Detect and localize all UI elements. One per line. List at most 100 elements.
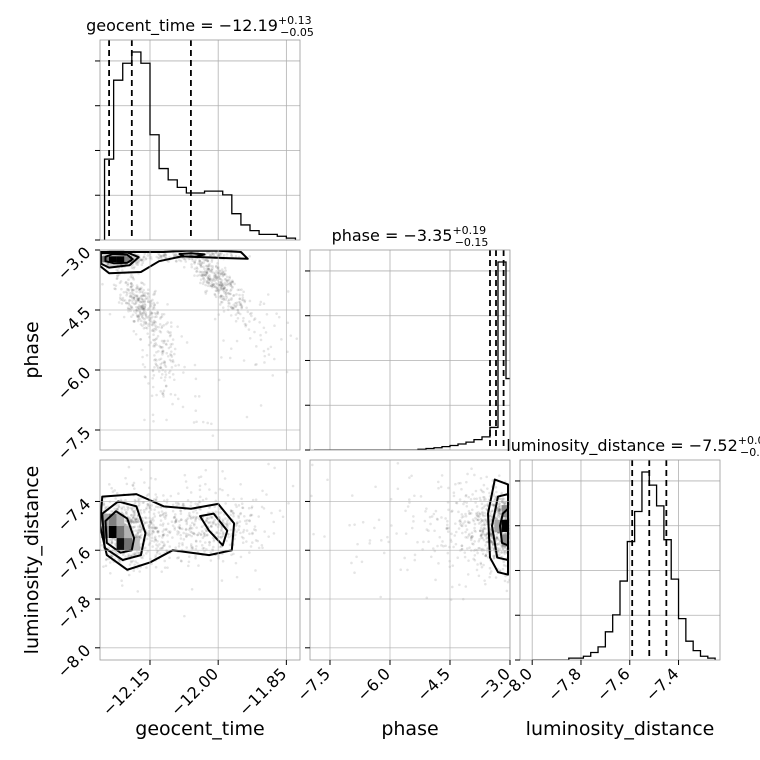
scatter-point [131,526,135,529]
scatter-point [516,567,519,570]
scatter-point [202,273,205,277]
scatter-point [174,520,178,524]
scatter-point [489,530,493,534]
scatter-point [516,512,519,515]
scatter-point [136,529,140,533]
scatter-point [513,538,516,541]
scatter-point [213,317,217,321]
scatter-point [242,536,245,540]
scatter-point [150,302,153,306]
scatter-point [113,507,116,511]
scatter-point [142,309,146,313]
scatter-point [136,286,140,289]
scatter-point [206,264,209,268]
scatter-point [202,280,206,284]
scatter-point [155,543,158,547]
scatter-point [189,504,193,508]
scatter-point [512,530,515,533]
scatter-point [286,321,290,325]
scatter-point [156,364,159,368]
scatter-point [259,333,262,337]
scatter-point [250,505,254,509]
scatter-point [135,295,139,298]
scatter-point [115,507,119,511]
scatter-point [386,535,389,539]
scatter-point [482,483,486,487]
scatter-point [120,584,124,587]
scatter-point [127,573,131,577]
scatter-point [193,267,197,271]
scatter-point [222,273,226,276]
scatter-point [128,563,132,566]
scatter-point [152,306,156,310]
scatter-point [496,515,499,519]
scatter-point [249,545,253,548]
scatter-point [504,532,507,535]
scatter-point [147,300,150,303]
scatter-point [197,262,200,266]
scatter-point [137,298,141,301]
scatter-point [132,319,135,323]
scatter-point [156,366,160,370]
scatter-point [160,339,164,343]
scatter-point [132,512,136,516]
scatter-point [207,277,211,281]
scatter-point [463,520,467,523]
scatter-point [138,525,142,528]
scatter-point [131,515,135,519]
scatter-point [142,311,145,314]
scatter-point [237,528,240,532]
scatter-point [154,320,157,324]
scatter-point [511,565,514,568]
scatter-point [128,295,132,298]
scatter-point [490,536,494,539]
scatter-point [134,332,138,336]
scatter-point [241,296,245,299]
scatter-point [136,298,140,301]
scatter-point [162,349,165,353]
scatter-point [154,565,158,569]
scatter-point [503,550,506,553]
x-tick-label: −7.5 [293,664,334,705]
scatter-point [504,501,507,505]
scatter-point [155,363,158,367]
scatter-point [242,290,245,294]
scatter-point [173,393,177,397]
scatter-point [159,366,162,369]
scatter-point [529,528,532,531]
scatter-point [387,540,390,544]
scatter-point [485,519,488,523]
scatter-point [177,525,180,529]
scatter-point [102,565,105,568]
scatter-point [485,475,489,479]
scatter-point [207,282,211,285]
scatter-point [204,527,208,531]
scatter-point [71,545,74,548]
scatter-point [123,508,127,511]
scatter-point [193,262,196,265]
scatter-point [196,502,200,506]
scatter-point [147,493,150,496]
scatter-point [153,358,156,362]
scatter-point [198,540,202,543]
scatter-point [173,515,177,519]
scatter-point [190,534,193,538]
scatter-point [295,337,299,340]
scatter-point [124,555,127,558]
y-tick-label: −3.0 [53,243,94,284]
scatter-point [215,286,219,290]
scatter-point [517,561,520,564]
density-cell [108,513,117,526]
scatter-point [140,556,143,559]
scatter-point [230,296,233,300]
scatter-point [136,299,140,302]
scatter-point [162,312,166,316]
scatter-point [158,534,161,538]
scatter-point [153,344,157,348]
scatter-point [451,564,455,567]
scatter-point [199,270,203,274]
scatter-point [210,284,214,287]
scatter-point [412,515,415,518]
scatter-point [456,556,460,560]
scatter-point [133,295,136,298]
